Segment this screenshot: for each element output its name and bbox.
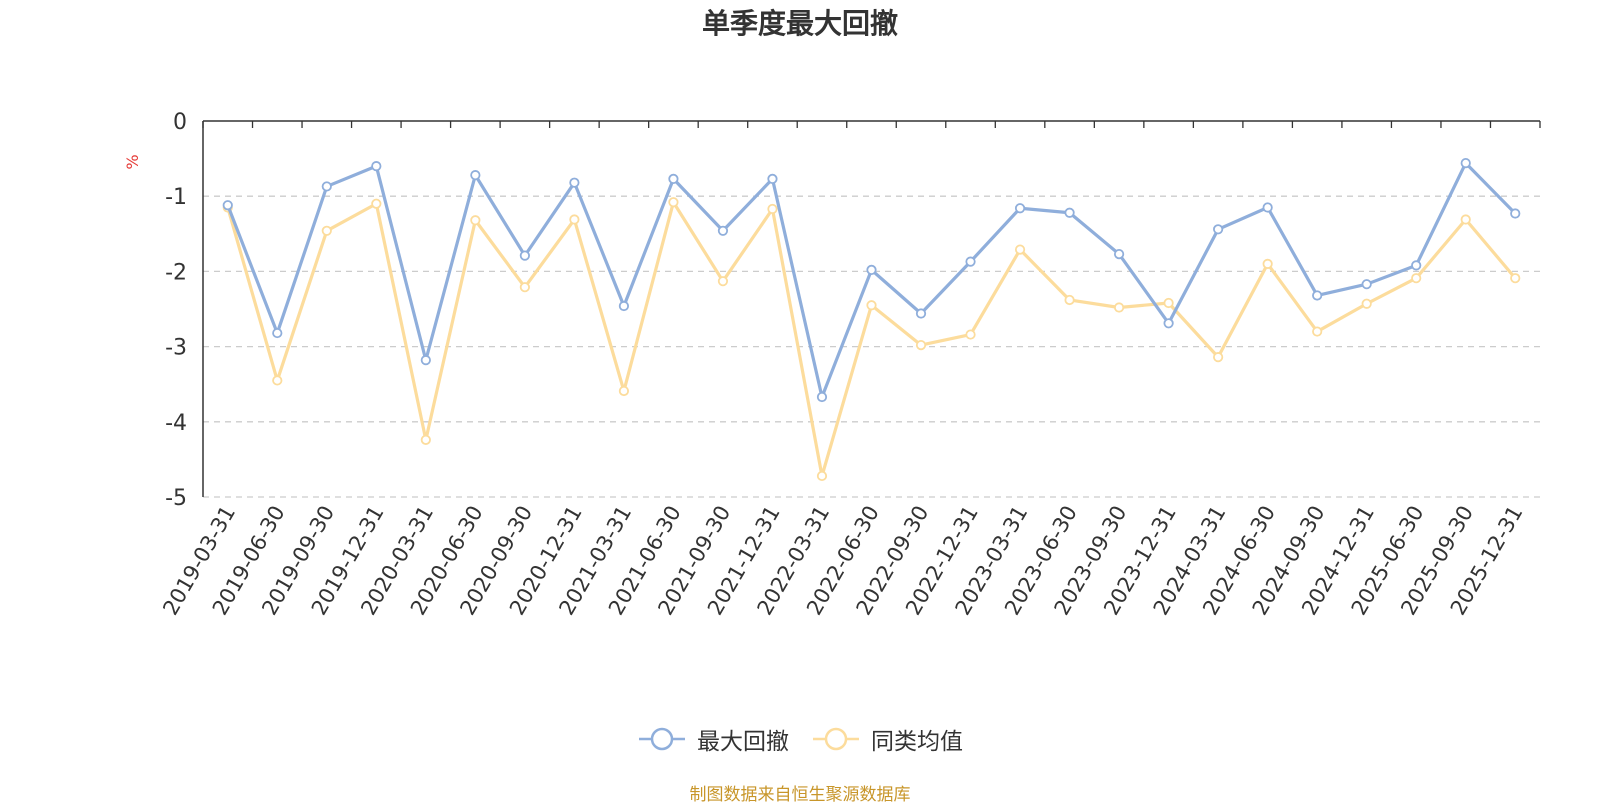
data-point-peer-average [1411, 273, 1422, 284]
data-point-max-drawdown [1113, 249, 1125, 260]
data-point-max-drawdown [1361, 279, 1372, 290]
data-point-max-drawdown [1163, 318, 1174, 329]
data-point-peer-average [816, 470, 828, 482]
data-point-max-drawdown [1312, 290, 1323, 301]
legend-item-max-drawdown[interactable]: 最大回撤 [637, 722, 789, 756]
data-point-peer-average [519, 282, 530, 293]
data-point-peer-average [569, 214, 580, 225]
legend-item-peer-average[interactable]: 同类均值 [811, 722, 963, 756]
data-point-max-drawdown [965, 256, 976, 267]
data-point-peer-average [1361, 298, 1372, 309]
data-point-max-drawdown [1460, 158, 1471, 169]
data-point-peer-average [717, 276, 729, 287]
data-point-peer-average [767, 203, 778, 215]
data-point-peer-average [420, 434, 431, 445]
legend-label-peer-average: 同类均值 [871, 729, 963, 755]
data-point-max-drawdown [1014, 203, 1026, 214]
y-tick-label: -3 [165, 336, 187, 361]
data-point-peer-average [866, 300, 877, 311]
data-point-max-drawdown [1510, 208, 1521, 219]
legend-line-marker-blue [639, 727, 685, 751]
data-point-peer-average [1312, 326, 1323, 337]
legend: 最大回撤 同类均值 [0, 722, 1600, 756]
data-point-max-drawdown [371, 161, 382, 172]
data-point-max-drawdown [816, 391, 828, 403]
data-point-peer-average [668, 197, 679, 208]
y-tick-label: -2 [165, 260, 187, 285]
data-point-max-drawdown [470, 170, 481, 181]
y-axis-unit-label: % [123, 154, 142, 169]
legend-line-marker-yellow [813, 727, 859, 751]
chart-title: 单季度最大回撤 [701, 7, 898, 40]
data-point-peer-average [1213, 352, 1224, 363]
y-tick-label: 0 [173, 110, 187, 135]
data-point-max-drawdown [272, 327, 283, 339]
y-tick-label: -5 [165, 486, 187, 511]
data-point-peer-average [1113, 302, 1125, 313]
data-point-max-drawdown [519, 250, 530, 261]
data-point-max-drawdown [866, 264, 877, 275]
data-point-max-drawdown [1262, 202, 1273, 213]
data-source-note: 制图数据来自恒生聚源数据库 [689, 785, 911, 805]
data-point-max-drawdown [420, 355, 431, 366]
data-point-max-drawdown [717, 225, 729, 236]
data-point-max-drawdown [618, 300, 630, 312]
data-point-peer-average [371, 198, 382, 209]
data-point-peer-average [1064, 294, 1075, 306]
data-point-peer-average [1163, 297, 1174, 309]
data-point-peer-average [321, 225, 332, 236]
data-point-max-drawdown [915, 308, 927, 319]
data-point-peer-average [618, 385, 630, 397]
data-point-max-drawdown [767, 173, 778, 185]
y-tick-label: -4 [165, 411, 187, 436]
data-point-max-drawdown [1411, 260, 1422, 271]
data-point-peer-average [1014, 244, 1026, 255]
data-point-peer-average [470, 215, 481, 226]
data-point-max-drawdown [569, 177, 580, 188]
series-line-max-drawdown [226, 161, 1517, 399]
data-point-peer-average [915, 339, 927, 351]
data-point-max-drawdown [668, 173, 679, 185]
data-point-max-drawdown [321, 181, 332, 192]
data-point-max-drawdown [1213, 224, 1224, 235]
data-point-max-drawdown [1064, 207, 1075, 218]
data-point-peer-average [272, 375, 283, 386]
data-point-peer-average [1460, 214, 1471, 225]
series-lines [222, 158, 1521, 482]
data-point-peer-average [1262, 258, 1273, 269]
axes: 0-1-2-3-4-5%2019-03-312019-06-302019-09-… [123, 110, 1541, 619]
data-point-max-drawdown [222, 200, 233, 211]
grid-lines [203, 195, 1540, 498]
legend-label-max-drawdown: 最大回撤 [697, 729, 789, 755]
data-point-peer-average [965, 329, 976, 340]
data-point-peer-average [1510, 273, 1521, 284]
y-tick-label: -1 [165, 185, 187, 210]
